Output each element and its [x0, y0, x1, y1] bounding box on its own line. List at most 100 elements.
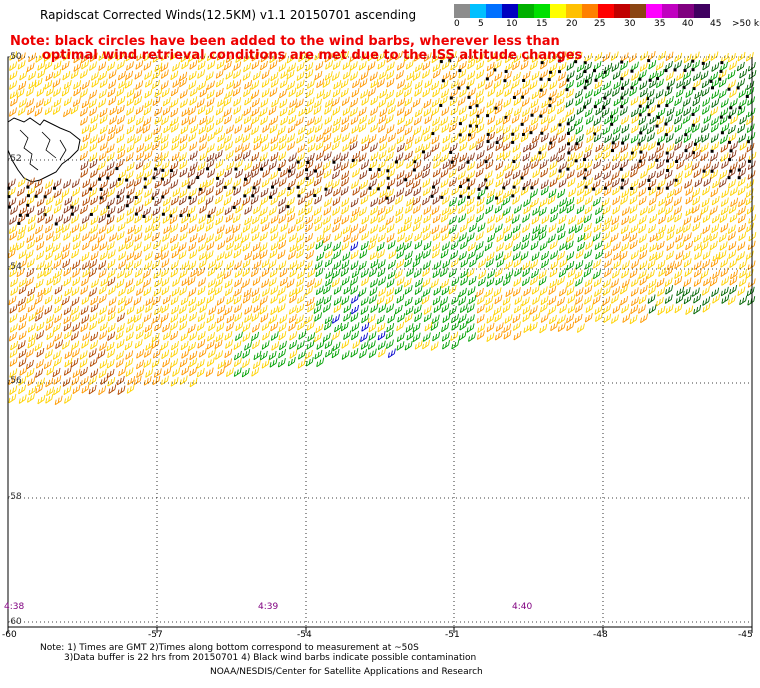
contamination-marker — [484, 160, 488, 164]
wind-barb — [27, 376, 36, 386]
wind-barb — [513, 242, 521, 252]
wind-barb — [251, 367, 260, 377]
wind-barb — [161, 169, 170, 179]
wind-barb — [160, 134, 169, 144]
wind-barb — [558, 51, 567, 61]
wind-barb — [79, 358, 88, 368]
wind-barb — [359, 170, 368, 180]
wind-barb — [432, 231, 441, 242]
wind-barb — [640, 313, 648, 324]
wind-barb — [288, 313, 297, 324]
wind-barb — [90, 204, 99, 215]
wind-barb — [323, 215, 331, 225]
wind-barb — [315, 141, 324, 151]
contamination-marker — [458, 133, 462, 137]
wind-barb — [143, 116, 152, 127]
wind-barb — [502, 141, 511, 152]
wind-barb — [496, 132, 505, 143]
wind-barb — [160, 62, 169, 72]
wind-barb — [512, 169, 521, 180]
wind-barb — [197, 266, 206, 277]
wind-barb — [584, 78, 593, 88]
wind-barb — [549, 80, 558, 90]
wind-barb — [206, 339, 215, 350]
wind-barb — [206, 123, 215, 133]
wind-barb — [61, 87, 70, 97]
contamination-marker — [566, 78, 570, 82]
wind-barb — [613, 80, 622, 90]
wind-barb — [126, 88, 135, 98]
wind-barb — [117, 143, 126, 154]
wind-barb — [278, 151, 287, 161]
wind-barb — [71, 204, 80, 215]
contamination-marker — [729, 169, 733, 173]
wind-barb — [531, 231, 540, 241]
wind-barb — [701, 87, 710, 97]
wind-barb — [368, 294, 377, 304]
wind-barb — [511, 124, 520, 135]
wind-barb — [226, 161, 235, 171]
wind-barb — [243, 186, 252, 196]
contamination-marker — [449, 96, 453, 100]
wind-barb — [288, 305, 297, 315]
wind-barb — [234, 241, 243, 251]
wind-barb — [342, 224, 351, 235]
wind-barb — [18, 303, 27, 313]
wind-barb — [233, 357, 242, 368]
wind-barb — [161, 115, 170, 126]
wind-barb — [143, 348, 152, 358]
wind-barb — [350, 223, 359, 234]
wind-barb — [162, 232, 171, 242]
wind-barb — [143, 206, 151, 217]
wind-barb — [396, 61, 405, 71]
wind-barb — [728, 204, 737, 214]
wind-barb — [593, 223, 602, 233]
wind-barb — [676, 286, 685, 297]
wind-barb — [539, 106, 548, 116]
wind-barb — [269, 124, 278, 134]
wind-barb — [458, 61, 467, 71]
wind-barb — [198, 258, 207, 269]
wind-barb — [386, 287, 395, 297]
wind-barb — [441, 231, 450, 242]
wind-barb — [135, 187, 144, 198]
wind-barb — [152, 53, 161, 63]
legend-tick-10: >50 knots — [732, 19, 760, 29]
wind-barb — [702, 169, 711, 179]
wind-barb — [305, 62, 314, 72]
wind-barb — [700, 269, 709, 279]
wind-barb — [162, 322, 171, 333]
wind-barb — [712, 294, 721, 304]
wind-barb — [27, 105, 35, 116]
wind-barb — [558, 62, 567, 72]
wind-barb — [613, 96, 622, 107]
wind-barb — [550, 250, 559, 260]
wind-barb — [414, 134, 423, 145]
wind-barb — [502, 132, 511, 143]
wind-barb — [630, 178, 639, 189]
wind-barb — [178, 195, 187, 206]
wind-barb — [160, 141, 169, 151]
wind-barb — [702, 186, 711, 196]
wind-barb — [674, 96, 683, 107]
wind-barb — [450, 250, 459, 260]
wind-barb — [639, 151, 648, 162]
wind-barb — [710, 231, 718, 242]
wind-barb — [36, 347, 45, 358]
wind-barb — [162, 295, 171, 305]
wind-barb — [404, 215, 413, 225]
wind-barb — [414, 107, 423, 118]
wind-barb — [270, 115, 279, 126]
wind-barb — [287, 133, 296, 143]
contamination-marker — [620, 77, 624, 81]
wind-barb — [244, 161, 253, 171]
wind-barb — [548, 53, 557, 64]
wind-barb — [180, 295, 189, 306]
wind-barb — [27, 222, 36, 233]
wind-barb — [196, 167, 205, 178]
wind-barb — [136, 276, 144, 287]
wind-barb — [269, 87, 278, 97]
wind-barb — [124, 340, 133, 351]
wind-barb — [243, 177, 252, 187]
wind-barb — [28, 332, 37, 343]
